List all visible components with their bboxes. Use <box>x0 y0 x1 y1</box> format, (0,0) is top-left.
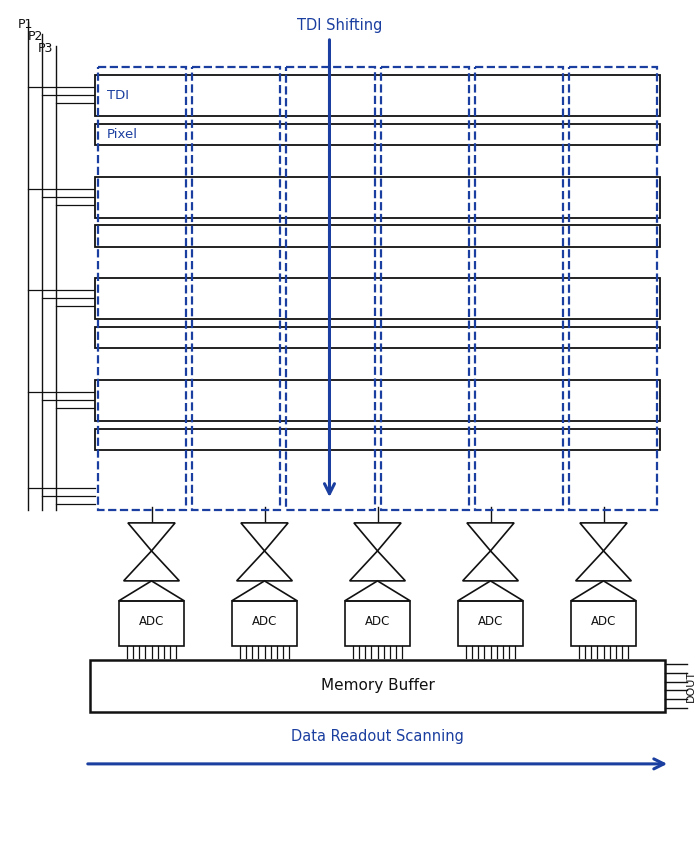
Bar <box>95 75 660 116</box>
Polygon shape <box>463 551 519 581</box>
Polygon shape <box>575 551 631 581</box>
Text: P1: P1 <box>18 18 34 31</box>
Polygon shape <box>467 523 514 551</box>
Polygon shape <box>128 523 175 551</box>
Bar <box>193 67 280 510</box>
Text: ADC: ADC <box>365 615 390 628</box>
Bar <box>95 429 660 450</box>
Bar <box>95 124 660 146</box>
Bar <box>95 379 660 421</box>
Polygon shape <box>570 601 636 646</box>
Polygon shape <box>354 523 401 551</box>
Polygon shape <box>458 601 524 646</box>
Bar <box>95 176 660 218</box>
Polygon shape <box>458 581 524 601</box>
Polygon shape <box>232 581 298 601</box>
Polygon shape <box>349 551 405 581</box>
Bar <box>90 660 665 711</box>
Text: DOUT: DOUT <box>686 670 696 702</box>
Bar <box>286 67 374 510</box>
Text: ADC: ADC <box>252 615 277 628</box>
Polygon shape <box>570 581 636 601</box>
Bar <box>95 327 660 348</box>
Text: Pixel: Pixel <box>107 128 138 141</box>
Text: Data Readout Scanning: Data Readout Scanning <box>291 729 464 744</box>
Bar <box>569 67 657 510</box>
Bar <box>381 67 469 510</box>
Text: ADC: ADC <box>139 615 164 628</box>
Bar <box>95 278 660 319</box>
Text: P2: P2 <box>28 30 43 43</box>
Text: TDI: TDI <box>107 89 129 102</box>
Bar <box>475 67 563 510</box>
Polygon shape <box>241 523 288 551</box>
Text: ADC: ADC <box>478 615 503 628</box>
Polygon shape <box>119 581 184 601</box>
Polygon shape <box>344 601 410 646</box>
Polygon shape <box>344 581 410 601</box>
Text: Memory Buffer: Memory Buffer <box>321 678 435 694</box>
Polygon shape <box>580 523 627 551</box>
Text: TDI Shifting: TDI Shifting <box>297 18 382 33</box>
Polygon shape <box>124 551 179 581</box>
Text: P3: P3 <box>38 42 53 55</box>
Bar <box>95 225 660 246</box>
Polygon shape <box>237 551 293 581</box>
Bar <box>98 67 186 510</box>
Text: ADC: ADC <box>591 615 616 628</box>
Polygon shape <box>119 601 184 646</box>
Polygon shape <box>232 601 298 646</box>
